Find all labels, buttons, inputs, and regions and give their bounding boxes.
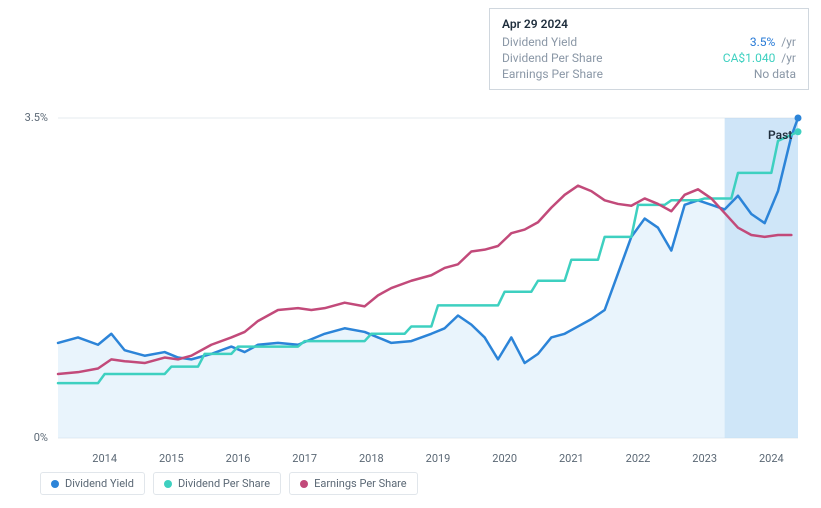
x-tick-label: 2022 [626, 452, 651, 465]
hover-tooltip: Apr 29 2024 Dividend Yield3.5% /yrDivide… [489, 8, 809, 90]
y-tick-label: 0% [8, 431, 48, 444]
x-tick-label: 2016 [226, 452, 251, 465]
legend-item-label: Dividend Per Share [178, 477, 270, 490]
tooltip-row-label: Dividend Per Share [502, 51, 603, 65]
legend-item[interactable]: Dividend Yield [40, 472, 145, 495]
legend-dot-icon [164, 480, 172, 488]
x-tick-label: 2017 [292, 452, 317, 465]
tooltip-date: Apr 29 2024 [502, 17, 796, 31]
tooltip-row-value: No data [754, 67, 796, 81]
x-tick-label: 2019 [426, 452, 451, 465]
tooltip-row-value: 3.5% /yr [750, 35, 796, 49]
tooltip-row: Dividend Per Share CA$1.040 /yr [502, 51, 796, 65]
tooltip-rows: Dividend Yield 3.5% /yr Dividend Per Share… [502, 35, 796, 81]
tooltip-row-label: Dividend Yield [502, 35, 577, 49]
legend-item-label: Dividend Yield [65, 477, 134, 490]
legend: Dividend Yield Dividend Per Share Earnings… [40, 472, 418, 495]
tooltip-row-value: CA$1.040 /yr [723, 51, 796, 65]
legend-dot-icon [51, 480, 59, 488]
x-tick-label: 2023 [692, 452, 717, 465]
legend-item[interactable]: Earnings Per Share [289, 472, 418, 495]
tooltip-row: Earnings Per Share No data [502, 67, 796, 81]
legend-dot-icon [300, 480, 308, 488]
tooltip-row: Dividend Yield 3.5% /yr [502, 35, 796, 49]
x-tick-label: 2014 [92, 452, 117, 465]
legend-item-label: Earnings Per Share [314, 477, 407, 490]
x-tick-label: 2021 [559, 452, 584, 465]
past-marker-label: Past [768, 128, 792, 142]
y-tick-label: 3.5% [8, 111, 48, 124]
x-tick-label: 2018 [359, 452, 384, 465]
tooltip-row-label: Earnings Per Share [502, 67, 603, 81]
legend-item[interactable]: Dividend Per Share [153, 472, 281, 495]
x-tick-label: 2024 [759, 452, 784, 465]
x-tick-label: 2015 [159, 452, 184, 465]
x-tick-label: 2020 [492, 452, 517, 465]
